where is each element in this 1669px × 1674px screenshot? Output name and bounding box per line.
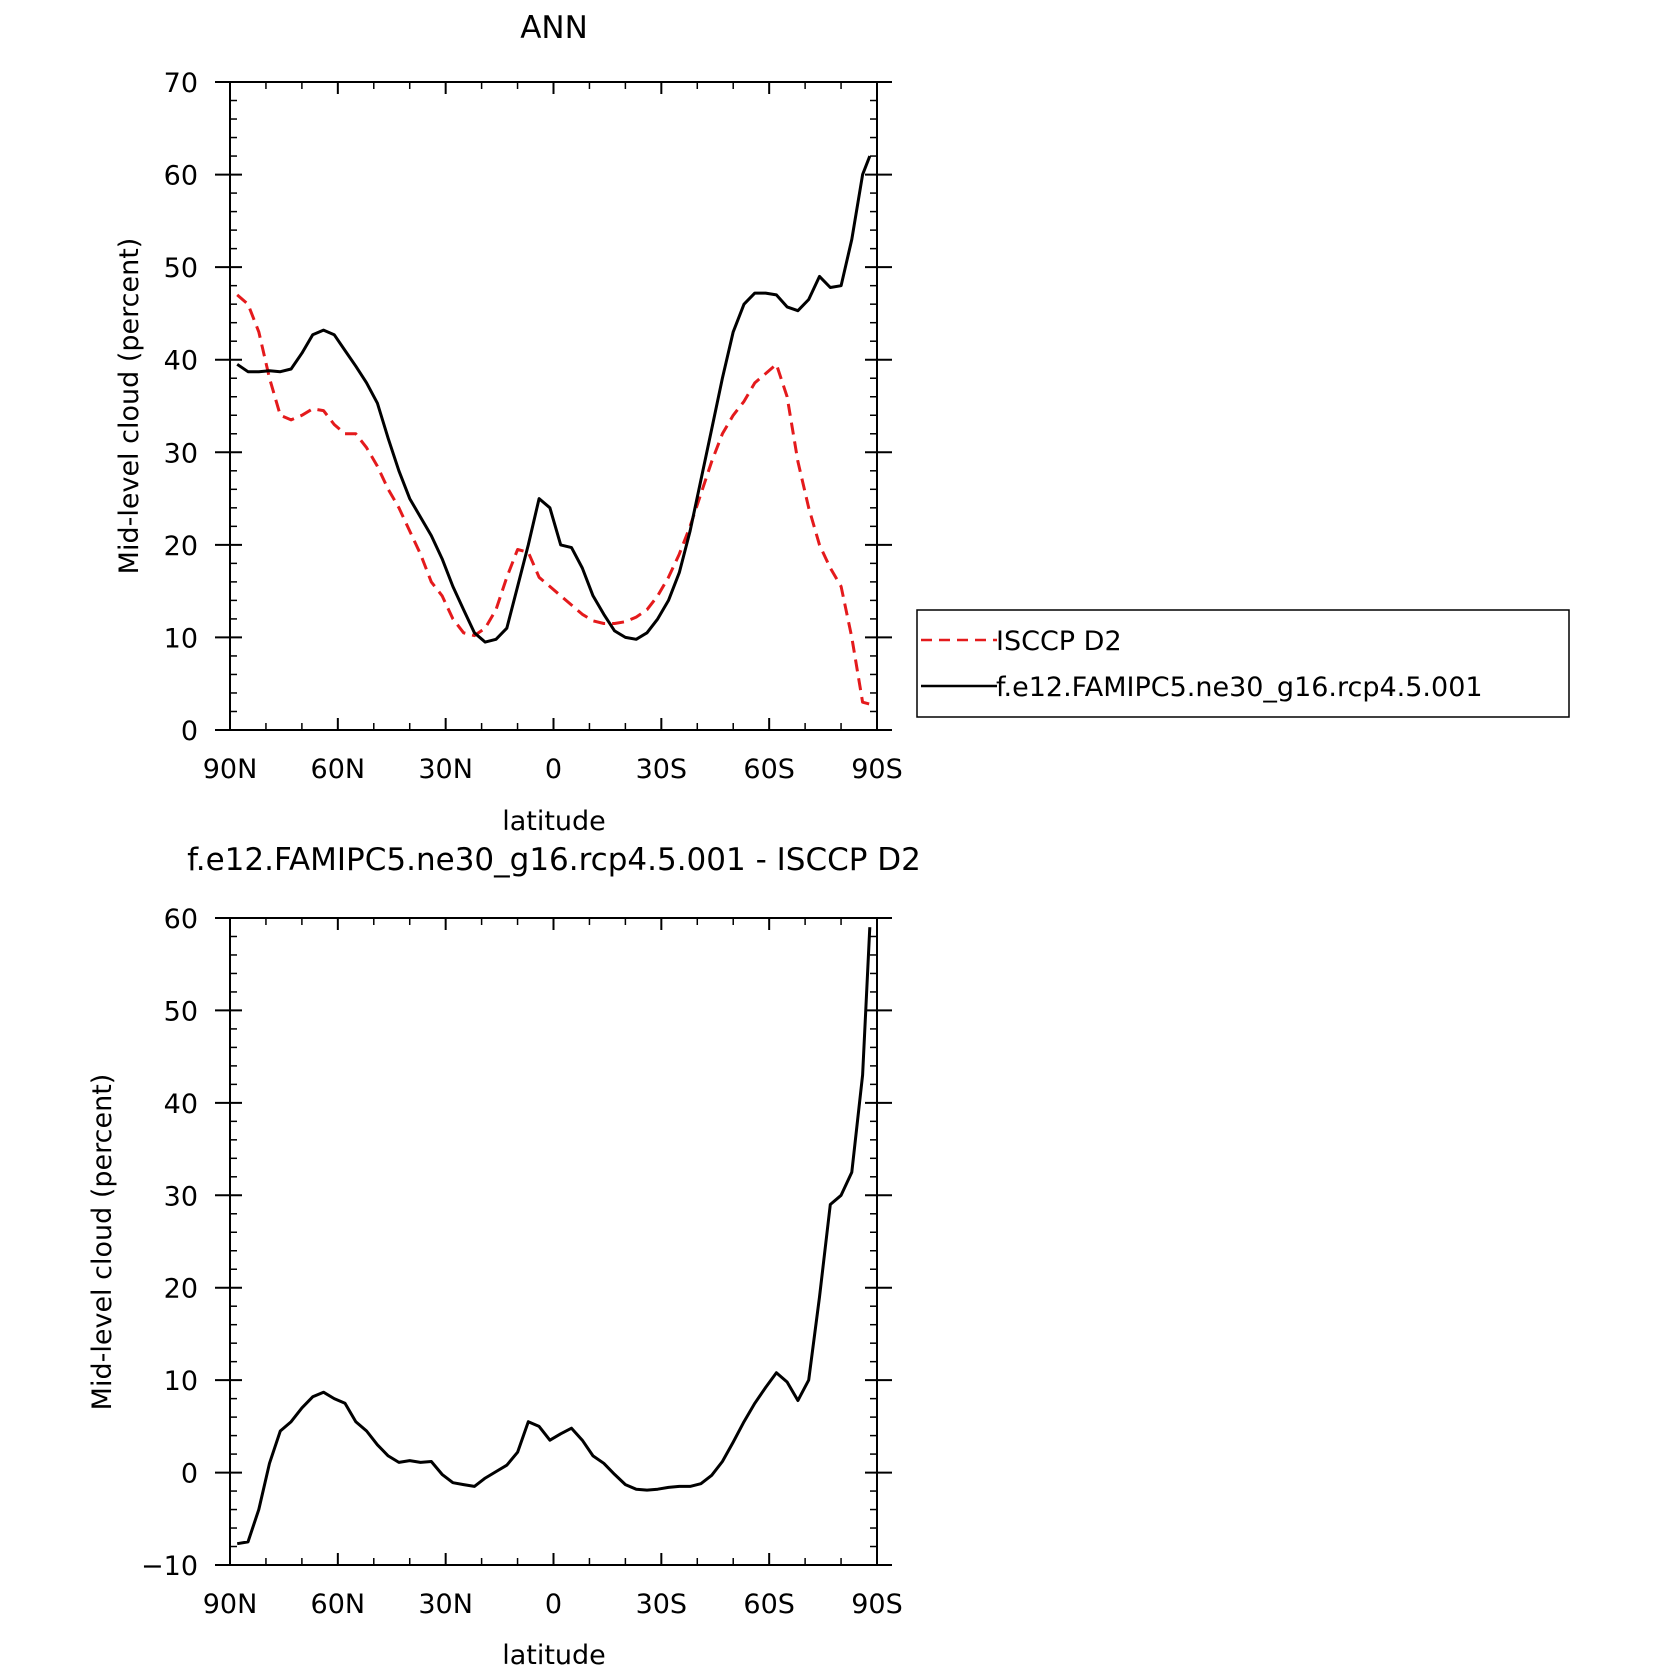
- top-x-tick-label: 90N: [203, 754, 258, 785]
- bottom-series-layer: [236, 927, 872, 1546]
- bottom-x-tick-label: 60S: [743, 1589, 795, 1620]
- bottom-x-axis-label: latitude: [502, 1640, 606, 1669]
- top-x-tick-label: 30S: [636, 754, 688, 785]
- top-y-tick-label: 20: [164, 531, 198, 562]
- bottom-y-tick-label: 10: [164, 1366, 198, 1397]
- top-y-tick-label: 0: [181, 716, 198, 747]
- top-series-line-f-e12-famipc5-ne30-g16-rcp4-5-001: [236, 155, 872, 644]
- top-y-axis-label: Mid-level cloud (percent): [114, 238, 145, 575]
- bottom-y-tick-label: 30: [164, 1181, 198, 1212]
- top-y-tick-label: 60: [164, 161, 198, 192]
- top-tick-labels: 90N 60N 30N 0 30S 60S 90S 0 10 20 30 40 50 60 70: [164, 68, 903, 785]
- top-plot-frame: [229, 81, 878, 731]
- top-x-tick-label: 30N: [418, 754, 473, 785]
- bottom-y-tick-label: 50: [164, 996, 198, 1027]
- legend-label-model: f.e12.FAMIPC5.ne30_g16.rcp4.5.001: [996, 672, 1483, 703]
- bottom-x-tick-label: 30N: [418, 1589, 473, 1620]
- legend-box: [916, 609, 1570, 718]
- top-x-axis-label: latitude: [502, 806, 606, 837]
- top-y-tick-label: 10: [164, 623, 198, 654]
- top-y-tick-label: 70: [164, 68, 198, 99]
- top-x-tick-label: 60S: [743, 754, 795, 785]
- bottom-plot-frame: [229, 917, 878, 1566]
- bottom-y-tick-label: 60: [164, 904, 198, 935]
- top-panel: ANN latitude Mid-level cloud (percent) 9…: [114, 10, 1570, 837]
- top-y-tick-label: 30: [164, 438, 198, 469]
- bottom-x-tick-label: 60N: [311, 1589, 366, 1620]
- top-x-tick-label: 0: [545, 754, 562, 785]
- top-x-tick-label: 90S: [851, 754, 903, 785]
- top-x-tick-label: 60N: [311, 754, 366, 785]
- legend-label-isccp: ISCCP D2: [996, 626, 1122, 657]
- bottom-y-tick-label: 20: [164, 1274, 198, 1305]
- bottom-series-line-difference: [236, 927, 872, 1546]
- bottom-y-tick-label: 40: [164, 1089, 198, 1120]
- bottom-tick-labels: 90N 60N 30N 0 30S 60S 90S −10 0 10 20 30 40 50 60: [141, 904, 903, 1620]
- bottom-panel: f.e12.FAMIPC5.ne30_g16.rcp4.5.001 - ISCC…: [87, 842, 921, 1671]
- bottom-y-axis-label: Mid-level cloud (percent): [87, 1074, 118, 1411]
- bottom-y-tick-label: 0: [181, 1459, 198, 1490]
- top-series-layer: [236, 155, 872, 706]
- bottom-x-tick-label: 90N: [203, 1589, 258, 1620]
- top-y-tick-label: 40: [164, 346, 198, 377]
- top-axis-ticks: [215, 81, 892, 731]
- bottom-x-tick-label: 30S: [636, 1589, 688, 1620]
- legend: ISCCP D2 f.e12.FAMIPC5.ne30_g16.rcp4.5.0…: [916, 609, 1570, 718]
- bottom-plot-title: f.e12.FAMIPC5.ne30_g16.rcp4.5.001 - ISCC…: [187, 842, 921, 878]
- bottom-axis-ticks: [215, 917, 892, 1566]
- top-plot-title: ANN: [520, 10, 588, 46]
- top-y-tick-label: 50: [164, 253, 198, 284]
- top-series-line-isccp-d2: [236, 293, 871, 706]
- bottom-x-tick-label: 0: [545, 1589, 562, 1620]
- bottom-y-tick-label: −10: [141, 1551, 198, 1582]
- bottom-x-tick-label: 90S: [851, 1589, 903, 1620]
